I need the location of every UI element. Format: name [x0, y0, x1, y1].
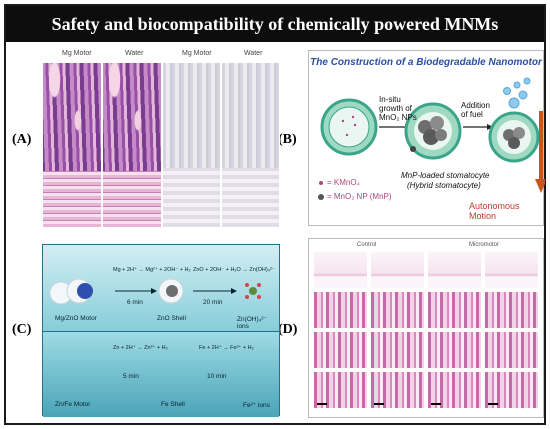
scale-bar — [488, 403, 498, 405]
tissue-image — [313, 331, 368, 369]
row2-time-2: 10 min — [207, 373, 227, 380]
tissue-image — [370, 371, 425, 409]
panel-label-a: (A) — [12, 132, 32, 147]
panel-d-tissue-grid: Control Micromotor — [308, 238, 544, 418]
zno-shell-label: ZnO Shell — [157, 315, 186, 322]
panel-a-histology: Mg Motor Water Mg Motor Water — [42, 48, 280, 228]
header-control: Control — [357, 242, 377, 248]
caption-water-1: Water — [125, 50, 144, 57]
autonomous-motion-caption: Autonomous Motion — [469, 201, 520, 221]
tissue-image — [484, 331, 539, 369]
row1-equation-2: ZnO + 2OH⁻ + H₂O → Zn(OH)₄²⁻ — [193, 267, 275, 273]
panel-c-row-2 — [43, 331, 279, 417]
scale-bar — [317, 403, 327, 405]
nanomotor-schematic-svg — [318, 77, 545, 200]
he-stain-water-image — [102, 62, 162, 228]
tissue-image — [313, 291, 368, 329]
header-micromotor: Micromotor — [469, 242, 500, 248]
panel-b-title: The Construction of a Biodegradable Nano… — [310, 57, 542, 68]
caption-mg-motor-2: Mg Motor — [182, 50, 212, 57]
mg-zno-motor-label: Mg/ZnO Motor — [55, 315, 97, 322]
tissue-image — [427, 291, 482, 329]
tissue-image — [484, 371, 539, 409]
tissue-image — [370, 331, 425, 369]
row2-time-1: 5 min — [123, 373, 139, 380]
caption-water-2: Water — [244, 50, 263, 57]
tissue-image — [484, 251, 539, 289]
zn-fe-motor-label: Zn/Fe Motor — [55, 401, 91, 408]
tissue-image — [484, 291, 539, 329]
panel-label-c: (C) — [12, 322, 32, 337]
motion-arrow-shaft — [539, 111, 543, 181]
loaded-stomatocyte-caption: MnP-loaded stomatocyte — [401, 171, 490, 180]
kmno4-legend-dot — [319, 181, 323, 185]
fe-shell-label: Fe Shell — [161, 401, 185, 408]
row2-equation-2: Fe + 2H⁺ → Fe²⁺ + H₂ — [199, 345, 254, 351]
tissue-image — [370, 251, 425, 289]
tissue-image — [427, 371, 482, 409]
scale-bar — [431, 403, 441, 405]
mg-zno-motor-icon — [77, 283, 93, 299]
row2-equation-1: Zn + 2H⁺ → Zn²⁺ + H₂ — [113, 345, 168, 351]
autonomous-motor-icon — [488, 77, 540, 163]
legend-kmno4-label: = KMnO₄ — [327, 178, 360, 187]
zn-ions-icon — [249, 287, 257, 295]
tissue-image — [427, 251, 482, 289]
tissue-image — [313, 251, 368, 289]
tissue-image — [370, 291, 425, 329]
scale-bar — [374, 403, 384, 405]
figure-frame: Safety and biocompatibility of chemicall… — [4, 4, 546, 425]
hybrid-stomatocyte-caption: (Hybrid stomatocyte) — [407, 181, 481, 190]
stomatocyte-loaded-icon — [404, 102, 462, 160]
tissue-image — [313, 371, 368, 409]
stomatocyte-left-icon — [320, 98, 378, 156]
panel-c-degradation: Mg + 2H⁺ → Mg²⁺ + 2OH⁻ + H₂ 6 min ZnO + … — [42, 244, 280, 417]
motion-arrow-head — [535, 179, 545, 193]
legend-mnp-label: = MnO₂ NP (MnP) — [327, 192, 392, 201]
zn-ions-label: Zn(OH)₄²⁻ ions — [237, 316, 267, 330]
ihc-stain-water-image — [221, 62, 280, 228]
panel-label-b: (B) — [278, 132, 297, 147]
step-insitu-growth-label: In-situ growth of MnO₂ NPs — [379, 95, 417, 122]
panel-label-d: (D) — [278, 322, 298, 337]
mnp-legend-dot — [318, 194, 324, 200]
step-add-fuel-label: Addition of fuel — [461, 101, 490, 119]
he-stain-mg-motor-image — [42, 62, 102, 228]
row1-equation-1: Mg + 2H⁺ → Mg²⁺ + 2OH⁻ + H₂ — [113, 267, 191, 273]
fe-ions-label: Fe²⁺ ions — [243, 402, 270, 409]
caption-mg-motor-1: Mg Motor — [62, 50, 92, 57]
ihc-stain-mg-motor-image — [162, 62, 221, 228]
panel-b-schematic: The Construction of a Biodegradable Nano… — [308, 50, 545, 226]
figure-title: Safety and biocompatibility of chemicall… — [6, 6, 544, 42]
row1-time-1: 6 min — [127, 299, 143, 306]
row1-time-2: 20 min — [203, 299, 223, 306]
tissue-image — [427, 331, 482, 369]
